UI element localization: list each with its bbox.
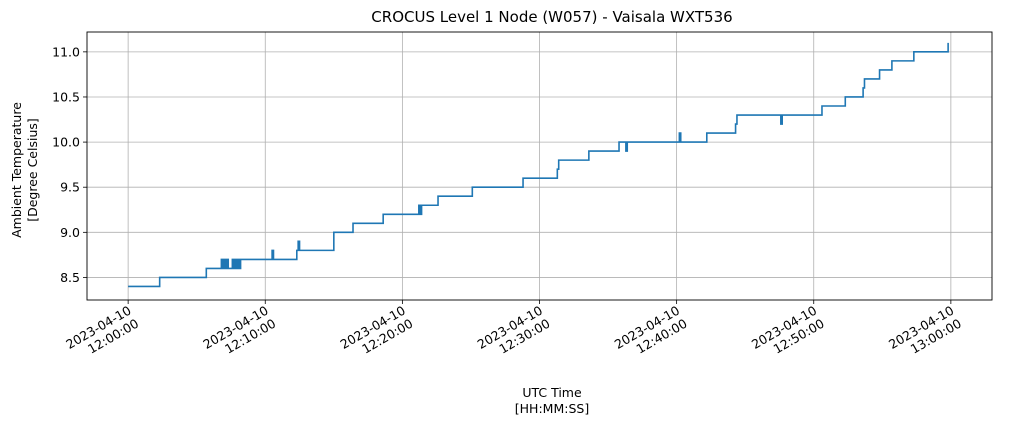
chart-title: CROCUS Level 1 Node (W057) - Vaisala WXT… [371,8,732,26]
grid [87,32,992,300]
x-axis-label-line1: UTC Time [522,385,582,400]
temperature-series-line [128,42,949,288]
y-tick-label: 11.0 [52,44,80,59]
y-tick-label: 8.5 [60,270,80,285]
y-tick-label: 9.0 [60,225,80,240]
y-axis-ticks: 8.5 9.0 9.5 10.0 10.5 11.0 [52,44,87,285]
y-axis-label-line2: [Degree Celsius] [25,118,40,222]
x-axis-label-line2: [HH:MM:SS] [515,401,589,416]
y-axis-label-line1: Ambient Temperature [9,102,24,238]
series-layer [128,42,949,288]
y-tick-label: 10.0 [52,135,80,150]
y-tick-label: 9.5 [60,180,80,195]
y-tick-label: 10.5 [52,89,80,104]
y-axis-label: Ambient Temperature [Degree Celsius] [9,102,40,238]
